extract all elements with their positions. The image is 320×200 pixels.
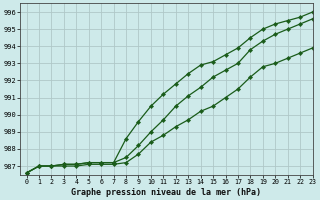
X-axis label: Graphe pression niveau de la mer (hPa): Graphe pression niveau de la mer (hPa) bbox=[71, 188, 261, 197]
